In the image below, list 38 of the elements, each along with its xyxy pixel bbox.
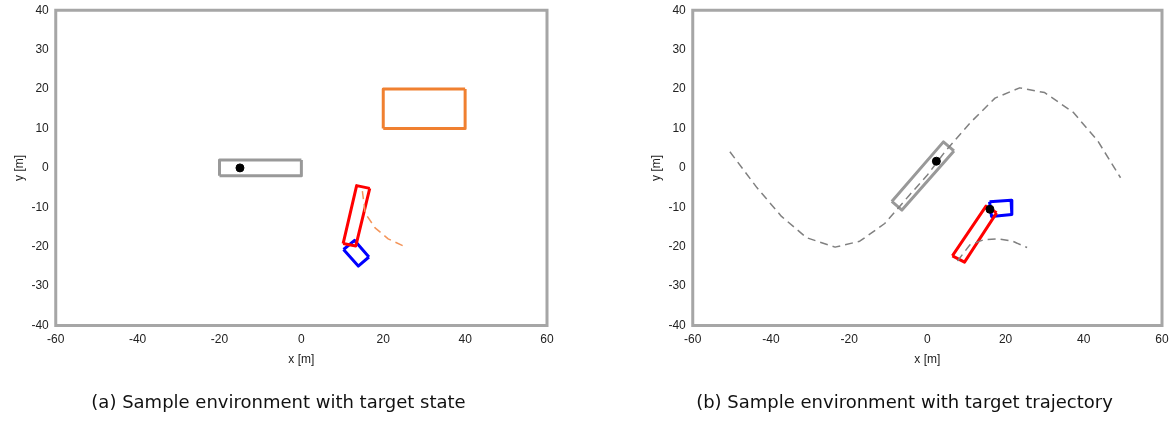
y-tick-label: 0: [679, 160, 687, 175]
x-tick-label: 0: [924, 332, 932, 347]
y-tick-label: 40: [672, 2, 687, 17]
y-tick-label: 40: [35, 2, 50, 17]
x-tick-label: 20: [998, 332, 1013, 347]
y-tick-label: 20: [672, 81, 687, 96]
text: (a) Sample environment with target state: [91, 390, 466, 412]
y-tick-label: 20: [35, 81, 50, 96]
x-axis-title: x [m]: [288, 351, 315, 366]
y-tick-label: -20: [668, 239, 687, 254]
text: (b) Sample environment with target trajectory: [696, 390, 1114, 412]
x-tick-label: -60: [47, 332, 65, 347]
y-tick-label: -10: [31, 199, 50, 214]
x-tick-label: -40: [762, 332, 780, 347]
y-tick-label: 30: [672, 41, 687, 56]
y-tick-label: 10: [35, 120, 50, 135]
y-tick-label: -40: [31, 317, 50, 332]
x-tick-label: 60: [540, 332, 554, 347]
x-axis-title: x [m]: [914, 351, 941, 366]
x-tick-label: -20: [210, 332, 229, 347]
x-tick-label: 40: [458, 332, 473, 347]
y-tick-label: 0: [42, 160, 50, 175]
y-tick-label: -20: [31, 239, 50, 254]
y-axis-title: y [m]: [648, 154, 663, 181]
y-tick-label: 30: [35, 41, 50, 56]
y-tick-label: -30: [668, 278, 687, 293]
y-tick-label: -10: [668, 199, 687, 214]
x-tick-label: 40: [1077, 332, 1091, 347]
y-tick-label: 10: [672, 120, 687, 135]
x-tick-label: -40: [128, 332, 147, 347]
x-tick-label: -60: [684, 332, 702, 347]
y-tick-label: -30: [31, 278, 50, 293]
x-tick-label: -20: [840, 332, 859, 347]
x-tick-label: 0: [298, 332, 306, 347]
y-tick-label: -40: [668, 317, 687, 332]
x-tick-label: 60: [1155, 332, 1169, 347]
y-axis-title: y [m]: [11, 154, 26, 181]
x-tick-label: 20: [376, 332, 391, 347]
